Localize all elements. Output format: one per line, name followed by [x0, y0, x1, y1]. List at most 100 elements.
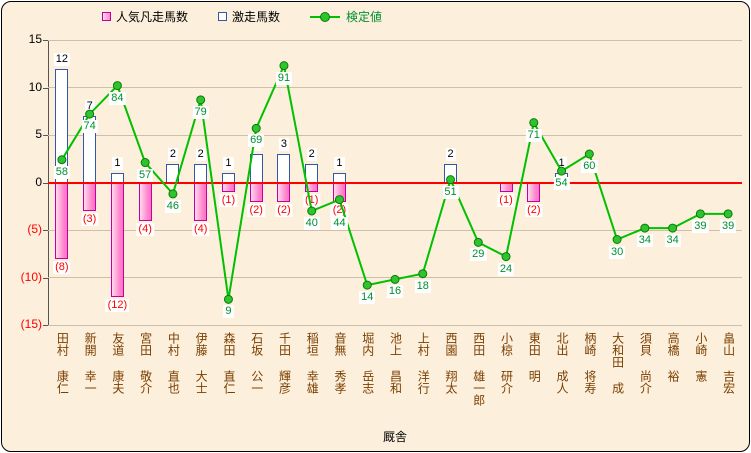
line-value-label: 34 [636, 234, 653, 248]
line-point [223, 294, 233, 304]
flop-bar-label: (3) [80, 213, 99, 226]
category-label: 音無 秀孝 [332, 332, 347, 394]
line-point [112, 81, 122, 91]
gridline [48, 39, 742, 41]
legend-item-surge: 激走馬数 [218, 8, 280, 25]
plot-area: (8)12(3)7(12)1(4)2(4)2(1)1(2)3(2)3(1)2(2… [48, 39, 742, 326]
category-label: 北出 成人 [555, 332, 570, 394]
line-value-label: 14 [359, 291, 376, 305]
line-point [251, 123, 261, 133]
category-label: 稲垣 幸雄 [305, 332, 320, 394]
surge-bar-label: 12 [53, 52, 70, 66]
line-value-label: 51 [442, 185, 459, 199]
line-marker-dot-icon [320, 11, 331, 22]
line-series-marker [310, 11, 341, 22]
line-point [501, 252, 511, 262]
line-value-label: 39 [692, 219, 709, 233]
line-value-label: 79 [192, 105, 209, 119]
category-label: 高橋 裕 [666, 332, 681, 382]
line-series [57, 61, 733, 304]
surge-bar-label: 1 [112, 157, 123, 170]
gridline [48, 134, 742, 136]
line-point [557, 166, 567, 176]
gridline [48, 87, 742, 88]
line-point [473, 237, 483, 247]
y-tick-mark [43, 325, 48, 326]
line-point [307, 206, 317, 216]
category-label: 西園 翔太 [444, 332, 459, 394]
line-value-label: 40 [303, 217, 320, 230]
line-value-label: 57 [137, 168, 154, 182]
line-value-label: 74 [81, 120, 98, 134]
line-value-label: 18 [414, 279, 431, 293]
category-label: 新開 幸一 [83, 332, 98, 394]
surge-bar-label: 2 [195, 147, 206, 161]
line-value-label: 60 [581, 160, 598, 173]
surge-bar-label: 2 [167, 147, 178, 161]
y-tick-label: (10) [20, 269, 42, 284]
category-label: 宮田 敬介 [138, 332, 153, 394]
category-label: 千田 輝彦 [277, 332, 292, 394]
line-value-label: 34 [664, 234, 681, 248]
line-value-label: 69 [248, 134, 265, 148]
line-point [196, 95, 206, 105]
y-tick-mark [43, 182, 48, 184]
y-tick-mark [43, 230, 48, 231]
surge-series-marker [218, 12, 228, 21]
flop-bar-label: (8) [53, 260, 71, 274]
line-point [668, 223, 678, 233]
category-label: 池上 昌和 [388, 332, 403, 394]
gridline [48, 324, 742, 326]
legend-label-flop: 人気凡走馬数 [116, 10, 189, 24]
category-label: 石坂 公一 [249, 332, 264, 394]
line-point [168, 189, 178, 199]
flop-bar-label: (4) [191, 222, 210, 236]
flop-series-marker [102, 12, 111, 21]
line-point [362, 280, 372, 290]
category-label: 西田 雄一郎 [471, 332, 486, 406]
category-label: 柄崎 将寿 [582, 332, 597, 394]
y-tick-mark [43, 277, 48, 279]
line-point [529, 118, 539, 128]
y-tick-mark [43, 87, 48, 89]
legend-item-line: 検定値 [310, 8, 382, 25]
line-point [390, 274, 400, 284]
flop-bar-label: (2) [247, 203, 265, 217]
category-label: 上村 洋行 [416, 332, 431, 394]
surge-bar-label: 2 [306, 147, 317, 161]
y-tick-label: 10 [28, 79, 42, 94]
y-tick-label: (15) [20, 317, 42, 331]
category-label: 田村 康仁 [55, 332, 70, 394]
line-value-label: 24 [497, 262, 515, 276]
line-value-label: 58 [53, 165, 70, 179]
line-point [640, 223, 650, 233]
line-point [446, 175, 456, 185]
line-point [85, 109, 95, 119]
line-point [723, 209, 733, 219]
surge-bar-label: 7 [84, 100, 95, 113]
line-value-label: 39 [719, 219, 737, 233]
line-value-label: 71 [525, 128, 542, 142]
flop-bar-label: (12) [105, 298, 130, 312]
surge-bar-label: 2 [445, 147, 456, 161]
flop-bar-label: (4) [136, 222, 154, 236]
category-label: 小椋 研介 [499, 332, 514, 394]
surge-bar-label: 1 [556, 157, 567, 170]
legend-label-surge: 激走馬数 [232, 10, 281, 24]
y-tick-mark [43, 135, 48, 136]
category-label: 須貝 尚介 [638, 332, 653, 394]
gridline [48, 229, 742, 231]
line-point [57, 155, 67, 165]
line-value-label: 91 [275, 71, 293, 85]
y-tick-label: (5) [27, 222, 42, 236]
line-point [334, 195, 344, 205]
category-label: 小崎 憲 [693, 332, 708, 382]
line-value-label: 44 [331, 216, 348, 230]
y-tick-label: 5 [35, 127, 42, 141]
flop-bar-label: (1) [497, 194, 515, 207]
line-point [584, 149, 594, 159]
flop-bar-label: (2) [525, 203, 543, 217]
line-value-label: 9 [223, 305, 234, 319]
zero-axis-line [48, 181, 742, 184]
